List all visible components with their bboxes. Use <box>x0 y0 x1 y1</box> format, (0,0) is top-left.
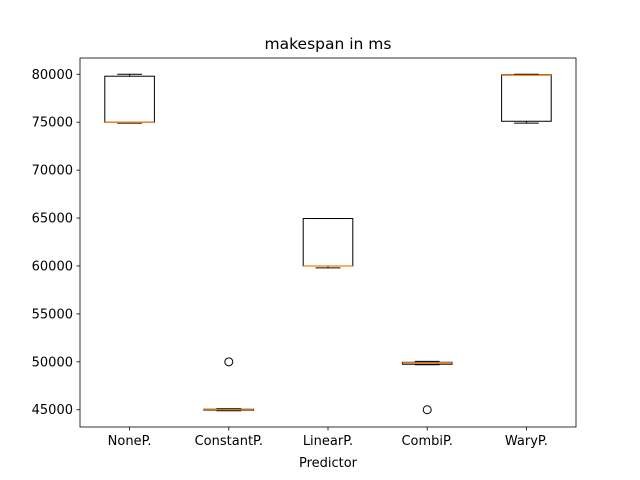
y-tick-label: 45000 <box>32 403 73 418</box>
y-tick-label: 65000 <box>32 212 73 227</box>
box-group-constantp <box>203 357 255 412</box>
x-tick-label: ConstantP. <box>195 434 263 449</box>
x-axis: NoneP. ConstantP. LinearP. CombiP. WaryP. <box>108 427 548 449</box>
box-group-combip <box>401 360 453 415</box>
box-group-nonep <box>104 73 155 124</box>
box-group-linearp <box>302 218 354 269</box>
y-tick-label: 60000 <box>32 259 73 274</box>
outlier-point <box>224 357 234 367</box>
x-tick-label: CombiP. <box>401 434 453 449</box>
y-tick-label: 70000 <box>32 164 73 179</box>
x-axis-label: Predictor <box>299 456 358 471</box>
box-group-waryp <box>501 73 552 124</box>
y-tick-label: 80000 <box>32 68 73 83</box>
y-axis: 45000 50000 55000 60000 65000 70000 75000 80000 <box>32 68 80 418</box>
chart-title: makespan in ms <box>265 35 392 53</box>
y-tick-label: 75000 <box>32 116 73 131</box>
y-tick-label: 55000 <box>32 307 73 322</box>
y-tick-label: 50000 <box>32 355 73 370</box>
plot-marks <box>104 73 552 415</box>
x-tick-label: LinearP. <box>303 434 353 449</box>
outlier-point <box>422 405 432 415</box>
x-tick-label: NoneP. <box>108 434 152 449</box>
x-tick-label: WaryP. <box>505 434 548 449</box>
